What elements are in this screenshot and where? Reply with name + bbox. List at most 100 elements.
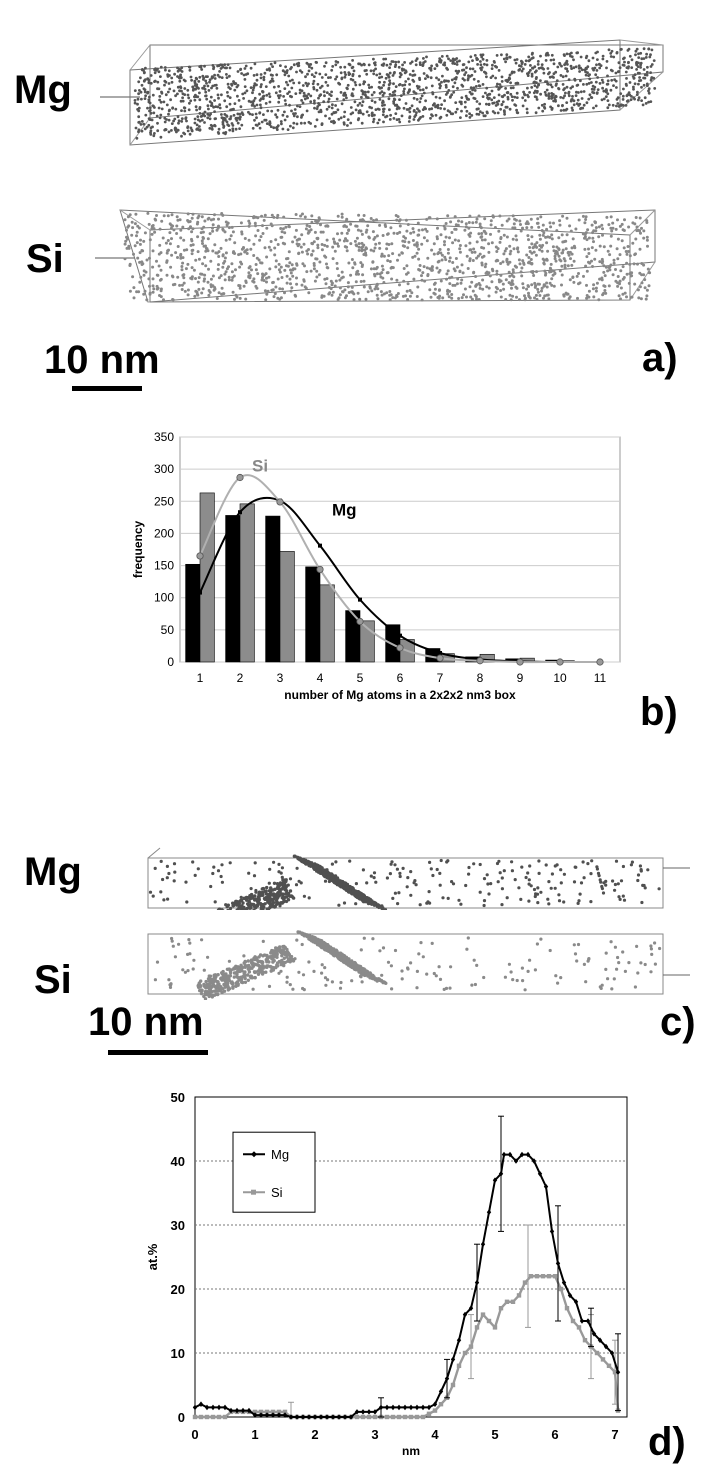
atom-dot — [416, 285, 420, 289]
atom-dot — [169, 265, 173, 269]
atom-dot — [311, 82, 315, 86]
atom-dot — [194, 95, 198, 98]
atom-dot — [455, 107, 459, 111]
atom-dot — [412, 118, 416, 121]
atom-dot — [514, 234, 518, 238]
atom-dot — [534, 293, 538, 297]
atom-dot — [183, 289, 187, 293]
atom-dot — [342, 93, 345, 97]
atom-dot — [388, 290, 392, 293]
atom-dot — [434, 113, 438, 117]
atom-dot — [146, 91, 150, 95]
si-box-outline — [147, 933, 664, 995]
atom-dot — [207, 267, 210, 271]
atom-dot — [483, 114, 487, 118]
atom-dot — [350, 92, 354, 95]
atom-dot — [294, 883, 299, 887]
atom-dot — [388, 293, 392, 297]
atom-dot — [356, 118, 360, 122]
atom-dot — [217, 291, 221, 295]
atom-dot — [448, 276, 452, 280]
atom-dot — [218, 70, 222, 73]
atom-dot — [176, 85, 180, 89]
atom-dot — [613, 888, 617, 892]
atom-dot — [361, 100, 365, 104]
atom-dot — [149, 74, 153, 77]
atom-dot — [369, 69, 373, 73]
atom-dot — [472, 271, 476, 275]
atom-dot — [190, 128, 194, 132]
atom-dot — [388, 79, 391, 83]
atom-dot — [424, 99, 427, 103]
atom-dot — [345, 231, 349, 235]
atom-dot — [342, 239, 346, 243]
atom-dot — [228, 66, 232, 70]
atom-dot — [161, 877, 165, 882]
atom-dot — [343, 91, 347, 95]
atom-dot — [197, 80, 201, 83]
atom-dot — [506, 262, 510, 266]
atom-dot — [439, 107, 442, 110]
atom-dot — [558, 258, 562, 262]
atom-dot — [520, 274, 524, 278]
atom-dot — [147, 123, 151, 127]
atom-dot — [623, 218, 626, 222]
atom-dot — [243, 976, 247, 981]
atom-dot — [487, 250, 491, 254]
atom-dot — [224, 978, 228, 982]
atom-dot — [411, 227, 415, 231]
atom-dot — [224, 238, 228, 242]
atom-dot — [613, 78, 616, 82]
atom-dot — [421, 64, 425, 67]
atom-dot — [370, 106, 373, 110]
atom-dot — [184, 117, 188, 120]
atom-dot — [230, 270, 234, 274]
atom-dot — [613, 945, 618, 949]
atom-dot — [163, 120, 167, 124]
atom-dot — [221, 254, 225, 258]
atom-dot — [269, 62, 273, 66]
atom-dot — [282, 880, 286, 884]
atom-dot — [439, 251, 443, 255]
atom-dot — [441, 296, 445, 300]
atom-dot — [187, 938, 191, 942]
atom-dot — [508, 107, 512, 111]
atom-dot — [542, 296, 545, 300]
atom-dot — [297, 252, 301, 256]
atom-dot — [467, 872, 471, 876]
atom-dot — [490, 241, 494, 245]
atom-dot — [396, 258, 399, 262]
atom-dot — [547, 297, 551, 301]
atom-dot — [422, 72, 426, 75]
atom-dot — [535, 241, 539, 245]
atom-dot — [281, 886, 285, 890]
atom-dot — [382, 91, 386, 95]
atom-dot — [428, 860, 432, 864]
atom-dot — [304, 286, 308, 290]
atom-dot — [315, 275, 319, 279]
atom-dot — [549, 886, 553, 890]
atom-dot — [258, 964, 262, 969]
atom-dot — [241, 92, 245, 96]
atom-dot — [180, 265, 184, 268]
atom-dot — [240, 965, 245, 970]
atom-dot — [370, 85, 373, 89]
atom-dot — [214, 986, 219, 990]
atom-dot — [582, 274, 585, 278]
atom-dot — [135, 234, 138, 238]
atom-dot — [511, 237, 515, 241]
atom-dot — [195, 290, 199, 294]
atom-dot — [251, 113, 254, 116]
atom-dot — [616, 237, 620, 241]
atom-dot — [464, 244, 468, 248]
atom-dot — [621, 63, 625, 67]
atom-dot — [524, 875, 528, 880]
atom-dot — [503, 93, 506, 97]
atom-dot — [362, 285, 366, 289]
atom-dot — [647, 91, 651, 95]
atom-dot — [478, 862, 482, 867]
atom-dot — [270, 213, 274, 217]
atom-dot — [558, 223, 562, 227]
atom-dot — [285, 80, 288, 84]
atom-dot — [213, 124, 217, 128]
